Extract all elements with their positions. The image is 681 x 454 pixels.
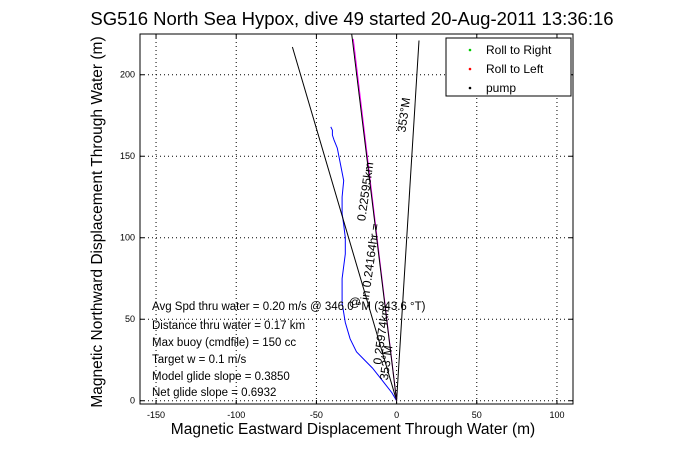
info-line-model-glide: Model glide slope = 0.3850 (152, 371, 290, 383)
x-tick-label: -50 (310, 410, 323, 420)
y-tick-label: 150 (120, 151, 135, 161)
chart-title: SG516 North Sea Hypox, dive 49 started 2… (90, 8, 613, 29)
legend-entry-pump: pump (468, 81, 516, 95)
x-tick-label: 50 (472, 410, 482, 420)
legend-entry-roll-right: Roll to Right (468, 43, 552, 57)
info-line-distance: Distance thru water = 0.17 km (152, 320, 305, 332)
legend-marker-roll-left (468, 67, 472, 71)
x-axis-label: Magnetic Eastward Displacement Through W… (171, 421, 535, 438)
y-tick-label: 50 (125, 314, 135, 324)
legend-marker-pump (468, 86, 472, 90)
x-tick-label: 0 (394, 410, 399, 420)
legend-label-pump: pump (486, 81, 516, 95)
info-line-avg-speed: Avg Spd thru water = 0.20 m/s @ 346.0 °M… (152, 301, 426, 313)
x-tick-label: -150 (147, 410, 165, 420)
series-line-4 (351, 33, 398, 401)
legend-marker-roll-right (468, 48, 472, 52)
x-tick-label: -100 (227, 410, 245, 420)
legend-entry-roll-left: Roll to Left (468, 62, 544, 76)
series-line-0 (330, 126, 398, 401)
info-line-net-glide: Net glide slope = 0.6932 (152, 387, 276, 399)
annotation-5: @ (349, 295, 361, 309)
legend: Roll to Right Roll to Left pump (445, 37, 572, 97)
annotation-1: 353°M (377, 345, 396, 381)
legend-label-roll-left: Roll to Left (486, 62, 544, 76)
y-tick-label: 200 (120, 70, 135, 80)
series-line-1 (291, 46, 398, 401)
info-text-block: Avg Spd thru water = 0.20 m/s @ 346.0 °M… (152, 301, 426, 399)
y-axis-label: Magnetic Northward Displacement Through … (89, 36, 106, 407)
legend-box (445, 37, 572, 97)
annotation-2: 353°M (394, 97, 413, 133)
legend-label-roll-right: Roll to Right (486, 43, 552, 57)
x-tick-label: 100 (549, 410, 564, 420)
info-line-max-buoy: Max buoy (cmdfile) = 150 cc (152, 337, 296, 349)
info-line-target-w: Target w = 0.1 m/s (152, 354, 247, 366)
series-line-2 (396, 40, 420, 401)
y-tick-label: 0 (130, 396, 135, 406)
y-tick-label: 100 (120, 233, 135, 243)
